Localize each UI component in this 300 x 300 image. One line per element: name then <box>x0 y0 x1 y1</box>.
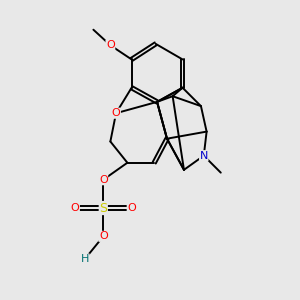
Text: H: H <box>81 254 89 264</box>
Text: S: S <box>99 202 107 214</box>
Text: O: O <box>70 203 80 213</box>
Text: O: O <box>127 203 136 213</box>
Text: O: O <box>99 231 108 241</box>
Text: O: O <box>99 175 108 185</box>
Text: O: O <box>112 108 120 118</box>
Text: O: O <box>106 40 115 50</box>
Text: N: N <box>200 151 208 161</box>
